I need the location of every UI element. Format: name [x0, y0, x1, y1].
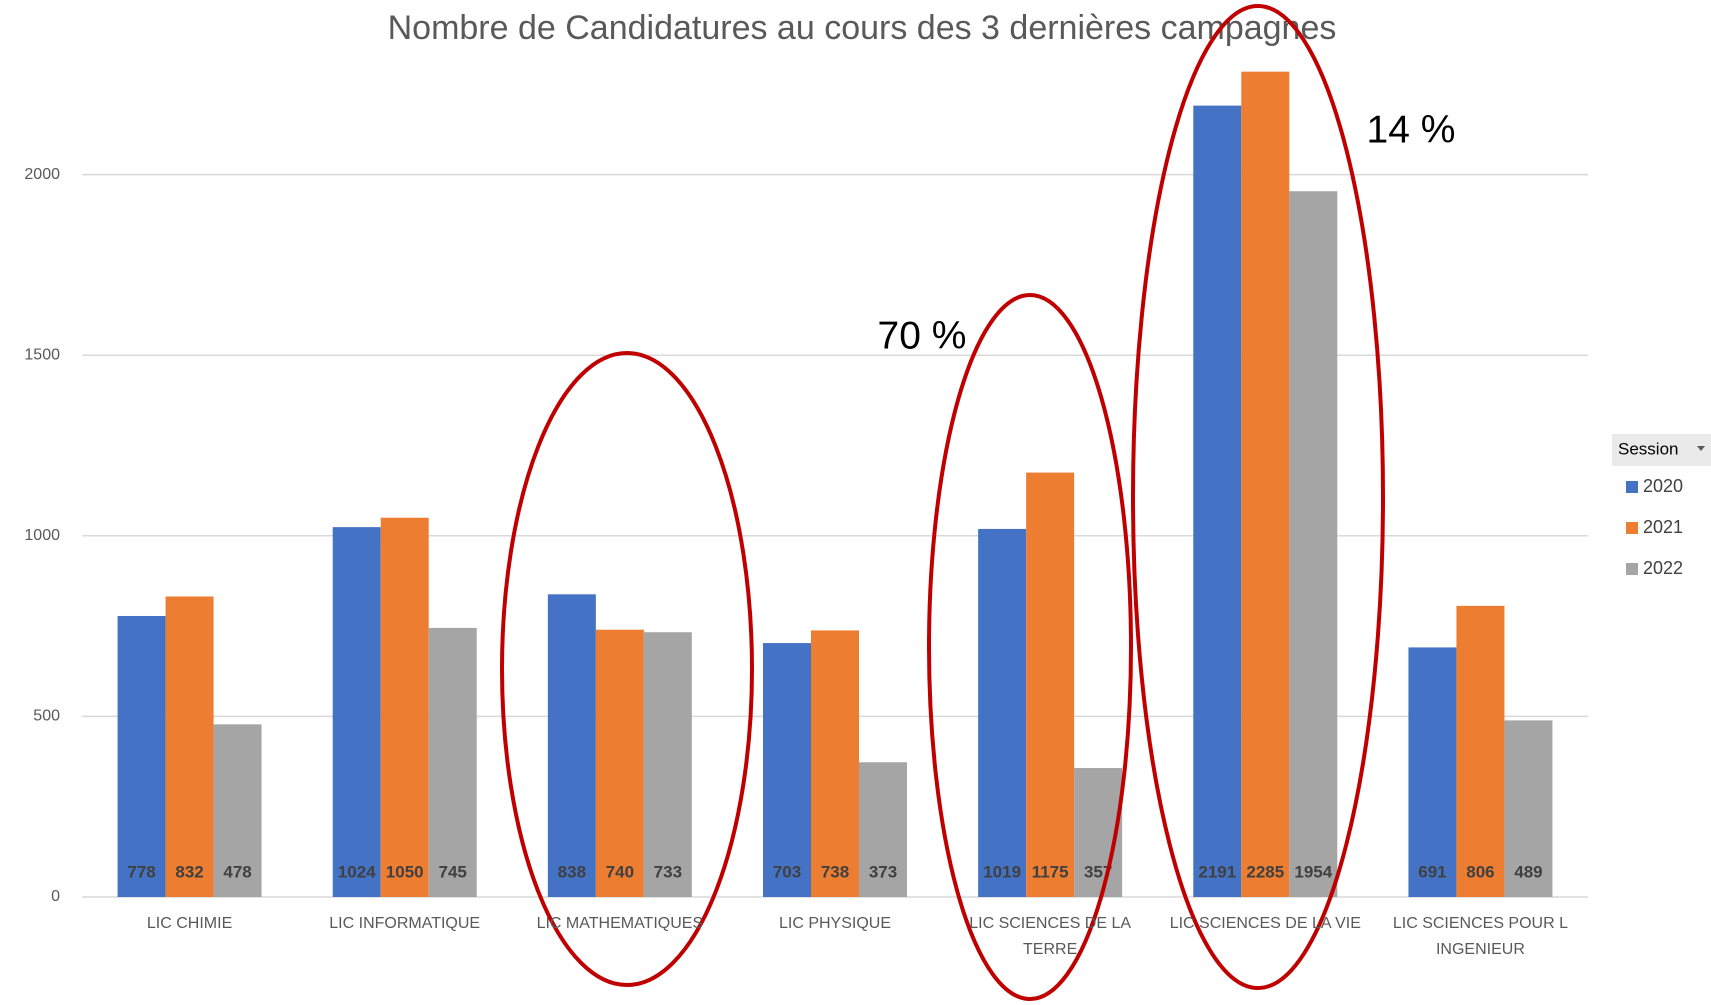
data-label: 2285 — [1246, 862, 1284, 881]
y-tick-label: 1000 — [24, 527, 60, 544]
bar — [428, 627, 477, 897]
data-label: 478 — [223, 862, 251, 881]
legend-label: 2020 — [1643, 476, 1683, 496]
x-tick-label: LIC SCIENCES DE LA VIE — [1169, 915, 1361, 932]
bar — [978, 528, 1027, 897]
data-label: 1175 — [1032, 862, 1069, 881]
highlight-ellipse — [500, 351, 754, 987]
data-label: 1050 — [386, 862, 424, 881]
data-label: 2191 — [1198, 862, 1236, 881]
legend-swatch — [1626, 522, 1638, 534]
x-tick-label: LIC SCIENCES DE LA TERRE — [969, 915, 1132, 958]
legend-title: Session — [1618, 439, 1678, 458]
bar — [1289, 191, 1338, 897]
bar — [165, 596, 214, 897]
data-label: 691 — [1418, 862, 1446, 881]
bar — [380, 517, 429, 897]
bar — [1026, 472, 1075, 897]
bar — [117, 615, 166, 897]
bar — [643, 632, 692, 897]
x-tick-label: LIC SCIENCES POUR L INGENIEUR — [1392, 915, 1568, 958]
data-label: 703 — [773, 862, 801, 881]
bar — [811, 630, 859, 897]
bar — [1193, 105, 1242, 898]
legend-swatch — [1626, 481, 1638, 493]
dropdown-arrow[interactable] — [1697, 446, 1705, 451]
data-label: 738 — [821, 862, 849, 881]
annotation: 14 % — [1367, 108, 1456, 151]
data-label: 1019 — [983, 862, 1021, 881]
legend-label: 2021 — [1643, 517, 1683, 537]
bar — [1504, 720, 1553, 897]
x-tick-label: LIC MATHEMATIQUES — [536, 915, 704, 932]
bar — [332, 527, 381, 897]
data-label: 745 — [439, 862, 467, 881]
legend-label: 2022 — [1643, 558, 1683, 578]
x-tick-label: LIC INFORMATIQUE — [329, 915, 481, 932]
y-tick-label: 2000 — [24, 166, 60, 183]
y-tick-label: 0 — [51, 888, 60, 905]
data-label: 489 — [1514, 862, 1542, 881]
bar — [859, 762, 907, 897]
y-tick-label: 1500 — [24, 346, 60, 363]
data-label: 733 — [654, 862, 682, 881]
x-tick-label: LIC PHYSIQUE — [778, 915, 892, 932]
legend-header[interactable] — [1612, 434, 1711, 466]
bar — [1241, 71, 1290, 897]
data-label: 832 — [175, 862, 203, 881]
data-label: 838 — [558, 862, 586, 881]
plot-area: 0 500 1000 1500 2000 778 832 478 1024 1050 745 838 7… — [24, 71, 1588, 905]
bar — [595, 629, 644, 897]
chart-title: Nombre de Candidatures au cours des 3 de… — [388, 9, 1337, 47]
x-tick-label: LIC CHIMIE — [146, 915, 233, 932]
data-label: 1024 — [338, 862, 376, 881]
annotation: 70 % — [878, 314, 967, 357]
bar — [547, 594, 596, 897]
data-label: 778 — [127, 862, 155, 881]
data-label: 806 — [1466, 862, 1494, 881]
data-label: 1954 — [1294, 862, 1332, 881]
highlight-ellipse — [927, 293, 1133, 1001]
legend-swatch — [1626, 563, 1638, 575]
bar — [1456, 605, 1505, 897]
y-tick-label: 500 — [33, 708, 60, 725]
data-label: 373 — [869, 862, 897, 881]
bar — [1408, 647, 1457, 897]
bar — [213, 724, 262, 897]
data-label: 740 — [606, 862, 634, 881]
bar — [763, 643, 811, 897]
highlight-ellipse — [1131, 4, 1385, 990]
